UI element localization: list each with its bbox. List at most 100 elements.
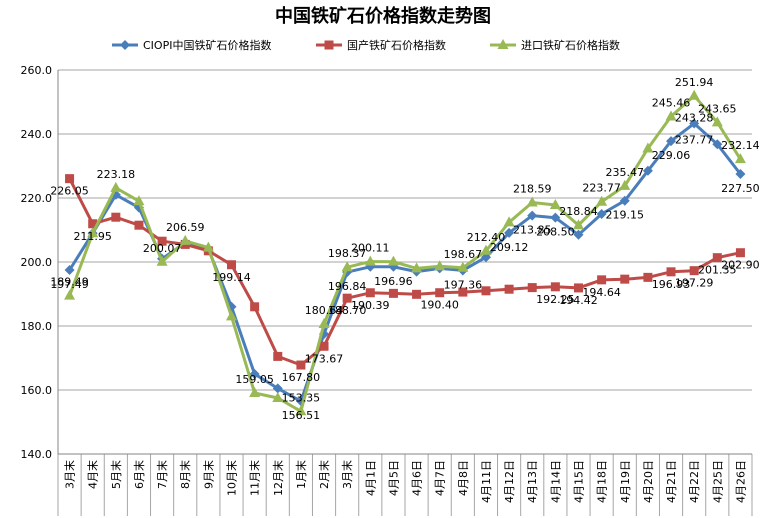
- data-label: 251.94: [675, 76, 714, 89]
- data-point-diamond: [527, 210, 538, 221]
- x-tick-label: 4月1日: [364, 460, 377, 496]
- data-point-triangle: [596, 195, 608, 206]
- axes: 140.0 160.0 180.0 200.0 220.0 240.0 260.0 3月末 4月…: [21, 64, 752, 503]
- data-point-diamond: [642, 165, 653, 176]
- series-group: [64, 89, 746, 416]
- x-tick-label: 5月末: [109, 460, 123, 489]
- data-point-square: [574, 283, 583, 293]
- data-label: 243.28: [675, 112, 714, 125]
- y-tick-label: 140.0: [21, 448, 53, 461]
- x-tick-label: 4月14日: [549, 460, 562, 503]
- data-label: 219.15: [606, 209, 645, 222]
- data-label: 237.77: [675, 134, 714, 147]
- data-point-diamond: [504, 227, 515, 238]
- data-label: 173.67: [305, 352, 344, 365]
- data-point-diamond: [64, 265, 75, 276]
- data-point-square: [273, 351, 283, 361]
- data-point-square: [365, 288, 375, 298]
- y-tick-label: 260.0: [21, 64, 53, 77]
- x-tick-label: 4月13日: [526, 460, 539, 503]
- data-point-square: [481, 286, 491, 296]
- data-label: 212.40: [467, 231, 506, 244]
- data-point-triangle: [202, 241, 214, 252]
- data-point-diamond: [712, 139, 723, 150]
- data-point-triangle: [179, 234, 191, 245]
- x-tick-label: 12月末: [271, 460, 285, 496]
- data-point-triangle: [665, 110, 677, 121]
- x-tick-label: 4月21日: [665, 460, 678, 503]
- data-label: 197.49: [50, 278, 89, 291]
- data-label: 213.85: [513, 224, 552, 237]
- data-point-square: [227, 260, 236, 270]
- data-label: 201.35: [698, 264, 737, 277]
- data-label: 192.25: [536, 293, 575, 306]
- data-label: 197.29: [675, 277, 714, 290]
- legend: CIOPI中国铁矿石价格指数 国产铁矿石价格指数 进口铁矿石价格指数: [112, 38, 620, 52]
- data-label: 196.93: [652, 278, 691, 291]
- data-point-diamond: [550, 212, 561, 223]
- data-point-square: [550, 282, 560, 292]
- x-tick-label: 7月末: [155, 460, 169, 489]
- data-point-square: [458, 287, 468, 297]
- data-label: 198.67: [444, 248, 483, 261]
- x-tick-label: 4月19日: [619, 460, 632, 503]
- data-point-diamond: [573, 229, 584, 240]
- y-tick-label: 200.0: [21, 256, 53, 269]
- y-tick-label: 160.0: [21, 384, 53, 397]
- legend-marker-square: [324, 40, 334, 50]
- data-point-square: [527, 283, 537, 293]
- data-point-triangle: [295, 405, 307, 416]
- data-point-triangle: [549, 199, 561, 210]
- data-label: 209.12: [490, 241, 529, 254]
- data-point-triangle: [619, 179, 631, 190]
- data-point-square: [735, 248, 745, 258]
- data-label: 226.05: [50, 185, 89, 198]
- data-label: 232.14: [721, 139, 760, 152]
- data-label: 197.36: [444, 278, 483, 291]
- data-point-square: [504, 284, 514, 294]
- x-tick-label: 4月20日: [642, 460, 655, 503]
- data-label: 223.18: [97, 168, 136, 181]
- data-label: 206.59: [166, 221, 205, 234]
- data-label: 194.64: [582, 286, 621, 299]
- data-point-triangle: [87, 227, 99, 238]
- x-tick-label: 4月7日: [434, 460, 447, 496]
- legend-marker-diamond: [120, 40, 130, 50]
- x-tick-label: 3月末: [340, 460, 354, 489]
- chart-title: 中国铁矿石价格指数走势图: [275, 5, 491, 27]
- data-point-triangle: [457, 261, 469, 272]
- x-tick-label: 9月末: [201, 460, 215, 489]
- data-label: 196.96: [374, 275, 413, 288]
- data-label: 199.14: [212, 271, 251, 284]
- x-tick-label: 11月末: [248, 460, 262, 496]
- data-point-triangle: [226, 310, 237, 321]
- data-point-diamond: [596, 209, 607, 219]
- data-point-diamond: [619, 195, 630, 206]
- x-tick-label: 4月5日: [387, 460, 400, 496]
- x-tick-label: 4月25日: [711, 460, 724, 503]
- data-point-triangle: [64, 289, 76, 300]
- data-label: 200.11: [351, 242, 390, 255]
- x-tick-label: 4月末: [86, 460, 100, 489]
- data-point-diamond: [689, 118, 700, 129]
- data-label: 159.05: [235, 373, 274, 386]
- data-label: 211.95: [73, 230, 112, 243]
- data-label: 218.84: [559, 205, 598, 218]
- data-point-triangle: [503, 216, 515, 227]
- data-point-square: [342, 293, 352, 303]
- data-point-diamond: [272, 383, 283, 394]
- data-label: 245.46: [652, 97, 691, 110]
- data-point-triangle: [318, 317, 330, 328]
- data-point-square: [666, 267, 676, 277]
- x-tick-label: 3月末: [63, 460, 77, 489]
- data-label: 156.51: [282, 409, 321, 422]
- y-tick-label: 220.0: [21, 192, 53, 205]
- data-label: 188.70: [328, 304, 367, 317]
- data-point-diamond: [666, 136, 677, 147]
- x-tick-label: 4月8日: [457, 460, 470, 496]
- data-point-triangle: [411, 262, 423, 273]
- data-label: 196.84: [328, 280, 367, 293]
- data-point-triangle: [364, 255, 376, 266]
- data-point-diamond: [249, 369, 260, 379]
